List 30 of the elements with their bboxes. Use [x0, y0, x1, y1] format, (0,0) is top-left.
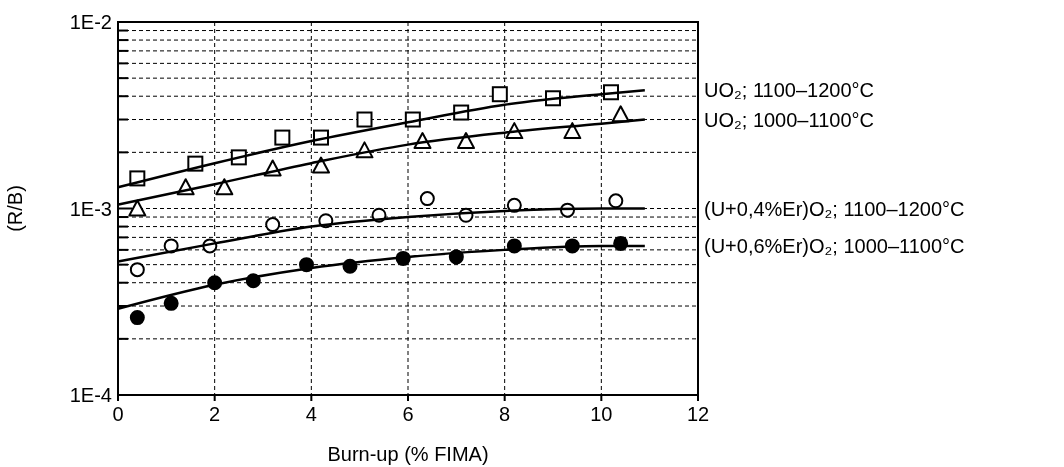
text: UO₂; 1100–1200°C [704, 79, 874, 102]
point [129, 262, 145, 278]
text: (U+0,6%Er)O₂; 1000–1100°C [704, 234, 965, 257]
point [563, 122, 582, 140]
x-axis-title: Burn-up (% FIMA) [327, 443, 489, 465]
x-tick-label: 8 [499, 403, 511, 425]
point [419, 191, 435, 207]
point [265, 217, 281, 233]
point [491, 86, 508, 103]
point [129, 310, 145, 326]
text: (U+0,4%Er)O₂; 1100–1200°C [704, 197, 965, 220]
point [128, 199, 147, 217]
y-tick-label: 1E-4 [69, 384, 112, 406]
y-axis-title: (R/B) [4, 185, 26, 232]
x-tick-label: 4 [305, 403, 317, 425]
x-tick-label: 6 [402, 403, 414, 425]
point [274, 129, 291, 146]
y-tick-label: 1E-2 [69, 11, 112, 33]
text: UO₂; 1000–1100°C [704, 109, 874, 132]
y-tick-label: 1E-3 [69, 197, 112, 220]
point [312, 156, 330, 174]
point [163, 295, 179, 311]
point [457, 132, 475, 150]
point [356, 111, 373, 128]
x-tick-label: 12 [686, 403, 710, 425]
point [608, 193, 624, 209]
x-tick-label: 10 [590, 403, 613, 425]
x-tick-label: 2 [209, 403, 221, 425]
x-tick-label: 0 [112, 403, 124, 425]
point [215, 178, 234, 196]
